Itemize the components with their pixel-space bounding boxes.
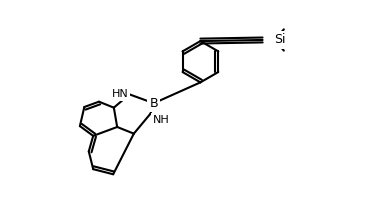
Text: B: B [150,97,158,110]
Text: HN: HN [112,89,128,99]
Text: Si: Si [274,34,285,46]
Text: NH: NH [153,115,170,125]
